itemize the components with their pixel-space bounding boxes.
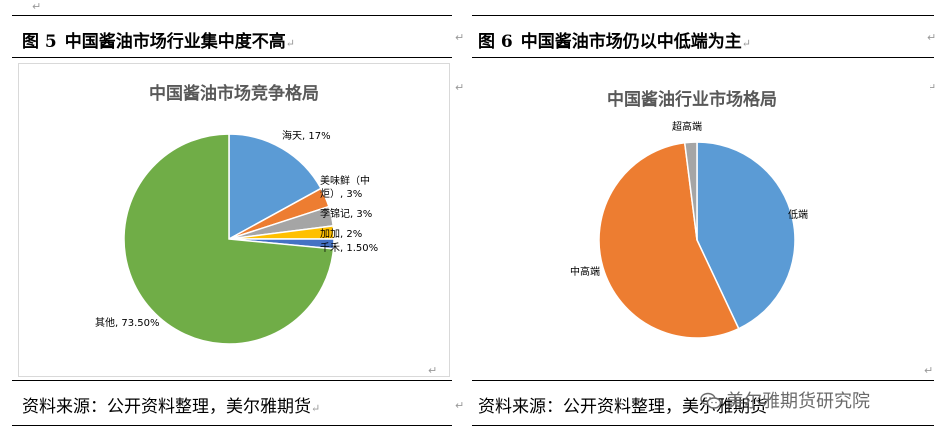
source-note: 资料来源：公开资料整理，美尔雅期货↵ [22, 397, 321, 417]
pie-slice-1 [598, 141, 740, 339]
figure-title: 图 5 中国酱油市场行业集中度不高↵ [22, 32, 295, 52]
data-label-2: 超高端 [672, 120, 702, 133]
source-rule-top [12, 380, 452, 381]
figure-title-text: 中国酱油市场仍以中低端为主 [520, 32, 742, 52]
figure-number: 图 5 [22, 32, 57, 52]
source-rule-top [472, 380, 934, 381]
data-label-0: 低端 [788, 208, 808, 221]
data-label-0: 海天, 17% [282, 129, 331, 142]
data-label-2: 李锦记, 3% [320, 207, 372, 220]
data-label-5: 其他, 73.50% [95, 316, 160, 329]
data-label-1: 中高端 [570, 265, 600, 278]
paragraph-mark: ↵ [32, 0, 42, 13]
chart-area: 中国酱油市场竞争格局 海天, 17% 美味鲜（中炬）, 3% 李锦记, 3% 加加, … [18, 63, 450, 377]
pie-slice-5 [123, 133, 335, 345]
pie-chart: 海天, 17% 美味鲜（中炬）, 3% 李锦记, 3% 加加, 2% 千禾, 1.50%… [95, 129, 378, 345]
pie-slice-2 [683, 141, 698, 241]
figure-number: 图 6 [478, 32, 513, 52]
source-text: 资料来源：公开资料整理，美尔雅期货 [22, 397, 311, 417]
paragraph-mark: ↵ [927, 81, 937, 94]
bottom-rule [472, 425, 934, 426]
title-rule [12, 57, 452, 58]
paragraph-mark: ↵ [428, 364, 438, 377]
chart-title: 中国酱油市场竞争格局 [149, 84, 319, 104]
source-note: 资料来源：公开资料整理，美尔雅期货 [478, 392, 767, 417]
paragraph-mark: ↵ [924, 364, 934, 377]
top-rule [12, 15, 452, 16]
figure-title: 图 6 中国酱油市场仍以中低端为主↵ [478, 32, 751, 52]
top-rule [472, 15, 934, 16]
watermark: 美尔雅期货研究院 [700, 387, 870, 413]
figure-title-text: 中国酱油市场行业集中度不高 [64, 32, 286, 52]
figure-panel-right: 图 6 中国酱油市场仍以中低端为主 ↵ ↵ ↵ 中国酱油行业市场格局 低端中高端 超高… [472, 0, 937, 440]
pie-slice-0 [696, 141, 796, 330]
pie-slice-0 [228, 133, 323, 241]
title-rule [472, 57, 934, 58]
paragraph-mark: ↵ [455, 399, 465, 412]
paragraph-mark: ↵ [455, 81, 465, 94]
data-label-1: 美味鲜（中炬）, 3% [320, 174, 370, 200]
watermark-text: 美尔雅期货研究院 [726, 391, 870, 412]
data-label-4: 千禾, 1.50% [320, 242, 378, 254]
chart-title: 中国酱油行业市场格局 [607, 90, 777, 110]
bottom-rule [12, 425, 452, 426]
figure-panel-left: 图 5 中国酱油市场行业集中度不高 ↵ 中国酱油市场竞争格局 海天, 17% 美味鲜（… [0, 0, 465, 440]
data-label-3: 加加, 2% [320, 228, 362, 240]
wechat-icon [700, 392, 722, 409]
chart-area: 中国酱油行业市场格局 低端中高端 超高端 [472, 63, 930, 375]
paragraph-mark: ↵ [927, 31, 937, 44]
source-text: 资料来源：公开资料整理，美尔雅期货 [478, 397, 767, 417]
paragraph-mark: ↵ [455, 31, 465, 44]
